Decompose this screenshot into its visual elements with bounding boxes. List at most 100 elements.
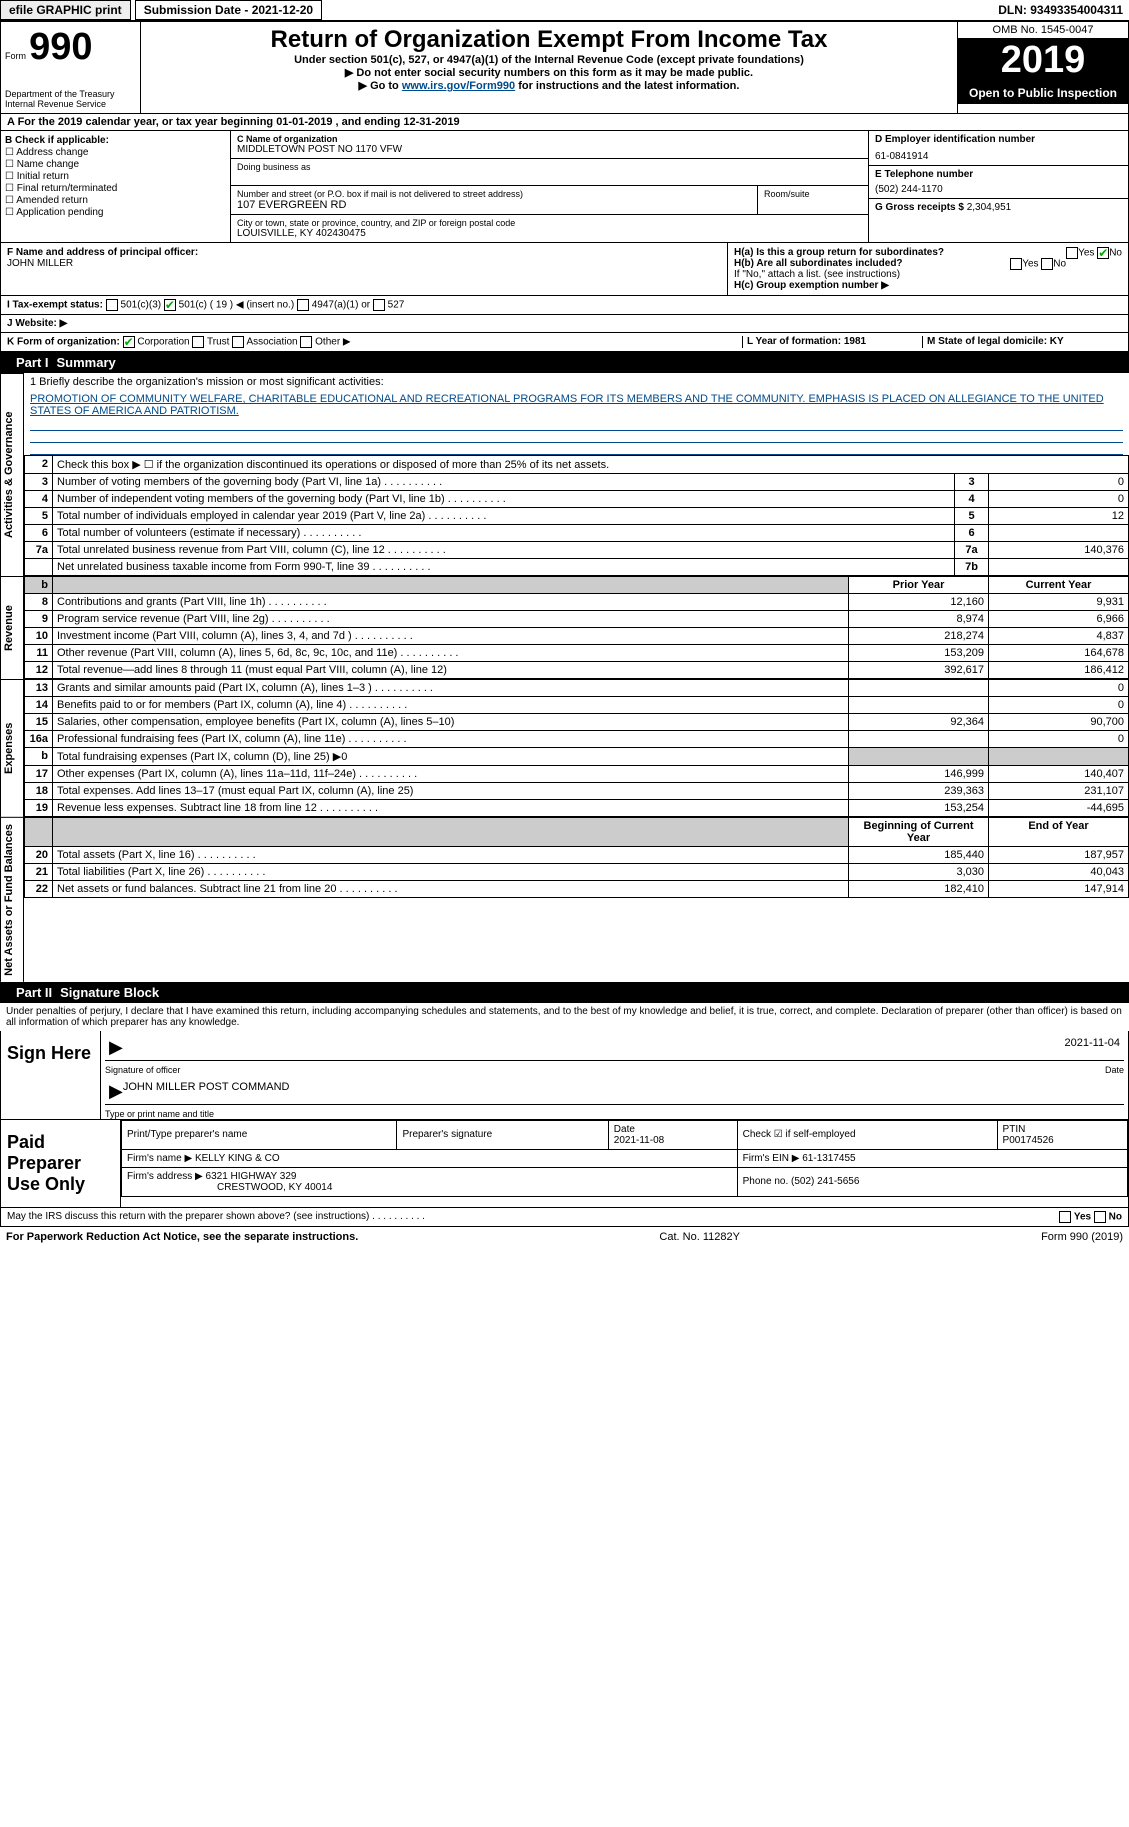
room-label: Room/suite [758,186,868,214]
form-number-block: Form 990 Department of the Treasury Inte… [1,22,141,113]
end-year-hdr: End of Year [989,818,1129,847]
paid-preparer-label: Paid Preparer Use Only [1,1120,121,1207]
net-assets-section: Net Assets or Fund Balances Beginning of… [0,817,1129,982]
k-assoc-box[interactable] [232,336,244,348]
prep-self-emp: Check ☑ if self-employed [737,1120,997,1149]
chk-final-return[interactable]: ☐ Final return/terminated [5,183,226,194]
irs-link[interactable]: www.irs.gov/Form990 [402,80,515,92]
org-name: MIDDLETOWN POST NO 1170 VFW [237,144,862,155]
beg-year-hdr: Beginning of Current Year [849,818,989,847]
firm-ein-lbl: Firm's EIN ▶ [743,1153,800,1164]
officer-name: JOHN MILLER POST COMMAND [123,1081,290,1102]
hb-yes-box[interactable] [1010,258,1022,270]
sig-arrow-icon: ▶ [109,1037,123,1058]
discuss-text: May the IRS discuss this return with the… [7,1211,1059,1223]
mission-rule [30,443,1123,455]
expenses-section: Expenses 13Grants and similar amounts pa… [0,679,1129,817]
section-b: B Check if applicable: ☐ Address change … [1,131,231,242]
k-other-box[interactable] [300,336,312,348]
prep-name-hdr: Print/Type preparer's name [122,1120,397,1149]
form-year-block: OMB No. 1545-0047 2019 Open to Public In… [958,22,1128,113]
f-label: F Name and address of principal officer: [7,247,721,258]
tax-year: 2019 [958,39,1128,82]
city-label: City or town, state or province, country… [237,218,862,228]
open-to-public: Open to Public Inspection [958,82,1128,104]
i-4947-box[interactable] [297,299,309,311]
firm-city: CRESTWOOD, KY 40014 [217,1182,332,1193]
form-id: Form 990 (2019) [1041,1231,1123,1243]
revenue-section: Revenue bPrior YearCurrent Year 8Contrib… [0,576,1129,679]
sig-date-label: Date [1105,1065,1124,1075]
part-ii-num: Part II [8,985,60,1000]
prior-year-hdr: Prior Year [849,577,989,594]
i-501c-box[interactable] [164,299,176,311]
form-subtitle-2: ▶ Do not enter social security numbers o… [145,66,953,79]
chk-initial-return[interactable]: ☐ Initial return [5,171,226,182]
top-bar: efile GRAPHIC print Submission Date - 20… [0,0,1129,21]
k-trust-box[interactable] [192,336,204,348]
ha-yes-box[interactable] [1066,247,1078,259]
ein: 61-0841914 [875,151,1122,162]
efile-print-button[interactable]: efile GRAPHIC print [0,0,131,20]
i-label: I Tax-exempt status: [7,300,103,311]
part-i-num: Part I [8,355,57,370]
phone: (502) 244-1170 [875,184,1122,195]
net-side-label: Net Assets or Fund Balances [0,817,24,982]
k-corp-box[interactable] [123,336,135,348]
prep-sig-hdr: Preparer's signature [397,1120,608,1149]
firm-phone-lbl: Phone no. [743,1176,789,1187]
row-f-h: F Name and address of principal officer:… [0,243,1129,296]
gov-table: 2Check this box ▶ ☐ if the organization … [24,455,1129,576]
form-subtitle-3: ▶ Go to www.irs.gov/Form990 for instruct… [145,79,953,92]
gross-receipts: 2,304,951 [967,202,1012,213]
part-i-header: Part I Summary [0,352,1129,373]
discuss-no-box[interactable] [1094,1211,1106,1223]
form-title: Return of Organization Exempt From Incom… [145,26,953,54]
firm-phone: (502) 241-5656 [791,1176,859,1187]
submission-date: Submission Date - 2021-12-20 [135,0,322,20]
dept-treasury: Department of the Treasury Internal Reve… [5,89,136,109]
i-501c3-box[interactable] [106,299,118,311]
org-info-grid: B Check if applicable: ☐ Address change … [0,131,1129,243]
mission-rule [30,419,1123,431]
org-city: LOUISVILLE, KY 402430475 [237,228,862,239]
sig-officer-label: Signature of officer [105,1065,1105,1075]
ptin-hdr: PTIN [1003,1124,1026,1135]
e-label: E Telephone number [875,169,1122,180]
dln: DLN: 93493354004311 [998,3,1129,17]
hb-label: H(b) Are all subordinates included? [734,258,903,269]
mission-text: PROMOTION OF COMMUNITY WELFARE, CHARITAB… [24,391,1129,419]
part-ii-title: Signature Block [60,985,159,1000]
b-label: B Check if applicable: [5,135,226,146]
section-c: C Name of organization MIDDLETOWN POST N… [231,131,868,242]
page-footer: For Paperwork Reduction Act Notice, see … [0,1227,1129,1247]
row-k: K Form of organization: Corporation Trus… [0,333,1129,352]
chk-address-change[interactable]: ☐ Address change [5,147,226,158]
chk-amended[interactable]: ☐ Amended return [5,195,226,206]
d-label: D Employer identification number [875,134,1122,145]
discuss-row: May the IRS discuss this return with the… [0,1208,1129,1227]
i-527-box[interactable] [373,299,385,311]
ha-no-box[interactable] [1097,247,1109,259]
form-title-block: Return of Organization Exempt From Incom… [141,22,958,113]
section-h: H(a) Is this a group return for subordin… [728,243,1128,295]
discuss-yes-box[interactable] [1059,1211,1071,1223]
firm-addr: 6321 HIGHWAY 329 [206,1171,297,1182]
cat-no: Cat. No. 11282Y [659,1231,740,1243]
c-name-label: C Name of organization [237,134,862,144]
governance-section: Activities & Governance 1 Briefly descri… [0,373,1129,576]
chk-app-pending[interactable]: ☐ Application pending [5,207,226,218]
chk-name-change[interactable]: ☐ Name change [5,159,226,170]
hb-no-box[interactable] [1041,258,1053,270]
row-i: I Tax-exempt status: 501(c)(3) 501(c) ( … [0,296,1129,315]
exp-table: 13Grants and similar amounts paid (Part … [24,679,1129,817]
mission-rule [30,431,1123,443]
rev-table: bPrior YearCurrent Year 8Contributions a… [24,576,1129,679]
dba-label: Doing business as [237,162,862,172]
ha-label: H(a) Is this a group return for subordin… [734,247,944,258]
firm-name: KELLY KING & CO [195,1153,280,1164]
firm-name-lbl: Firm's name ▶ [127,1153,192,1164]
form-subtitle-1: Under section 501(c), 527, or 4947(a)(1)… [145,54,953,66]
m-state: M State of legal domicile: KY [922,336,1122,348]
signature-block: Sign Here ▶ 2021-11-04 Signature of offi… [0,1031,1129,1120]
